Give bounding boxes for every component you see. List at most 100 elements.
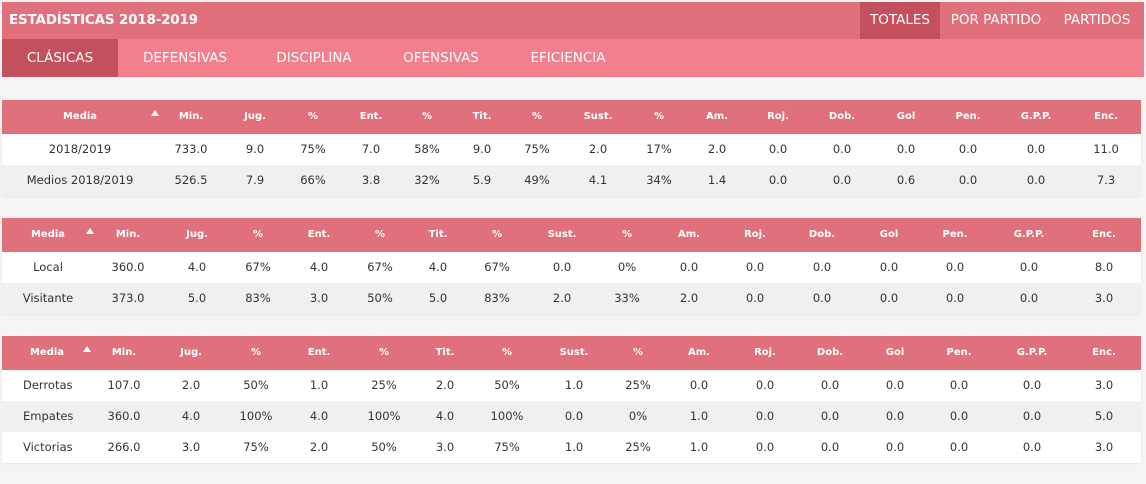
- column-header-gpp[interactable]: G.P.P.: [1013, 229, 1045, 240]
- table-row: 2018/2019 733.0 9.0 75% 7.0 58% 9.0 75% 2.0 17% 2.…: [2, 134, 1141, 165]
- column-header-pct-ent[interactable]: %: [421, 111, 433, 122]
- cell-min: 266.0: [107, 440, 141, 454]
- column-header-ent[interactable]: Ent.: [359, 111, 383, 122]
- cell-roj: 0.0: [755, 378, 775, 392]
- sort-ascending-icon[interactable]: [151, 110, 159, 116]
- cell-gol: 0.0: [885, 378, 905, 392]
- table-row: Visitante 373.0 5.0 83% 3.0 50% 5.0 83% 2.0 33% 2.…: [2, 283, 1141, 314]
- column-header-media[interactable]: Media: [29, 347, 65, 358]
- column-header-jug[interactable]: Jug.: [180, 347, 202, 358]
- cell-enc: 8.0: [1094, 260, 1114, 274]
- cell-am: 0.0: [689, 378, 709, 392]
- column-header-pct-ent[interactable]: %: [374, 229, 386, 240]
- column-header-pct-jug[interactable]: %: [252, 229, 264, 240]
- column-header-gpp[interactable]: G.P.P.: [1020, 111, 1052, 122]
- cell-enc: 7.3: [1096, 173, 1116, 187]
- column-header-pct-sust[interactable]: %: [632, 347, 644, 358]
- column-header-min[interactable]: Min.: [178, 111, 204, 122]
- column-header-sust[interactable]: Sust.: [547, 229, 577, 240]
- cell-min: 360.0: [111, 260, 145, 274]
- cell-sust: 2.0: [588, 142, 608, 156]
- row-label: Empates: [23, 409, 74, 423]
- column-header-pct-sust[interactable]: %: [653, 111, 665, 122]
- column-header-dob[interactable]: Dob.: [816, 347, 844, 358]
- column-header-pct-ent[interactable]: %: [378, 347, 390, 358]
- tab-totales[interactable]: TOTALES: [860, 2, 940, 39]
- tab-por-partido[interactable]: POR PARTIDO: [950, 12, 1042, 28]
- stats-table-results: Media Min. Jug.% Ent.% Tit.% Sust.% Am. Roj. Dob…: [2, 336, 1141, 463]
- column-header-min[interactable]: Min.: [111, 347, 137, 358]
- cell-pct-sust: 25%: [625, 440, 651, 454]
- sort-ascending-icon[interactable]: [86, 228, 94, 234]
- column-header-pct-tit[interactable]: %: [491, 229, 503, 240]
- cell-gpp: 0.0: [1019, 291, 1039, 305]
- column-header-ent[interactable]: Ent.: [307, 229, 331, 240]
- cell-pct-ent: 100%: [367, 409, 401, 423]
- cell-min: 733.0: [174, 142, 208, 156]
- cell-pen: 0.0: [958, 173, 978, 187]
- column-header-pen[interactable]: Pen.: [942, 229, 968, 240]
- cell-pct-sust: 34%: [646, 173, 672, 187]
- column-header-enc[interactable]: Enc.: [1094, 111, 1118, 122]
- cell-roj: 0.0: [768, 142, 788, 156]
- column-header-dob[interactable]: Dob.: [808, 229, 836, 240]
- cell-dob: 0.0: [820, 409, 840, 423]
- column-header-pen[interactable]: Pen.: [955, 111, 981, 122]
- column-header-enc[interactable]: Enc.: [1092, 229, 1116, 240]
- tab-clasicas[interactable]: CLÁSICAS: [2, 39, 118, 77]
- tab-eficiencia[interactable]: EFICIENCIA: [530, 50, 606, 66]
- column-header-min[interactable]: Min.: [115, 229, 141, 240]
- tab-ofensivas[interactable]: OFENSIVAS: [403, 50, 479, 66]
- column-header-pct-sust[interactable]: %: [621, 229, 633, 240]
- column-header-gol[interactable]: Gol: [879, 229, 899, 240]
- column-header-roj[interactable]: Roj.: [767, 111, 789, 122]
- column-header-pct-jug[interactable]: %: [307, 111, 319, 122]
- cell-ent: 1.0: [309, 378, 329, 392]
- cell-pct-jug: 75%: [300, 142, 326, 156]
- column-header-tit[interactable]: Tit.: [428, 229, 448, 240]
- cell-sust: 0.0: [564, 409, 584, 423]
- column-header-pen[interactable]: Pen.: [946, 347, 972, 358]
- table-row: Victorias 266.0 3.0 75% 2.0 50% 3.0 75% 1.0 25% 1.…: [2, 432, 1141, 463]
- cell-ent: 7.0: [361, 142, 381, 156]
- column-header-gol[interactable]: Gol: [885, 347, 905, 358]
- column-header-media[interactable]: Media: [30, 229, 66, 240]
- column-header-tit[interactable]: Tit.: [435, 347, 455, 358]
- cell-pct-ent: 50%: [367, 291, 393, 305]
- column-header-tit[interactable]: Tit.: [472, 111, 492, 122]
- column-header-gpp[interactable]: G.P.P.: [1016, 347, 1048, 358]
- column-header-ent[interactable]: Ent.: [307, 347, 331, 358]
- column-header-roj[interactable]: Roj.: [744, 229, 766, 240]
- column-header-sust[interactable]: Sust.: [559, 347, 589, 358]
- cell-am: 1.0: [689, 440, 709, 454]
- table-header: Media Min. Jug.% Ent.% Tit.% Sust.% Am. Roj. Dob…: [2, 100, 1141, 134]
- column-header-am[interactable]: Am.: [706, 111, 728, 122]
- cell-pct-ent: 50%: [371, 440, 397, 454]
- cell-tit: 4.0: [435, 409, 455, 423]
- cell-ent: 2.0: [309, 440, 329, 454]
- column-header-pct-tit[interactable]: %: [531, 111, 543, 122]
- cell-gpp: 0.0: [1022, 409, 1042, 423]
- column-header-jug[interactable]: Jug.: [244, 111, 266, 122]
- tab-disciplina[interactable]: DISCIPLINA: [276, 50, 352, 66]
- cell-sust: 1.0: [564, 378, 584, 392]
- tab-partidos[interactable]: PARTIDOS: [1063, 12, 1131, 28]
- cell-roj: 0.0: [768, 173, 788, 187]
- column-header-sust[interactable]: Sust.: [583, 111, 613, 122]
- column-header-roj[interactable]: Roj.: [754, 347, 776, 358]
- tab-defensivas[interactable]: DEFENSIVAS: [142, 50, 228, 66]
- column-header-am[interactable]: Am.: [678, 229, 700, 240]
- cell-gpp: 0.0: [1019, 260, 1039, 274]
- column-header-media[interactable]: Media: [62, 111, 98, 122]
- cell-gol: 0.6: [896, 173, 916, 187]
- column-header-dob[interactable]: Dob.: [828, 111, 856, 122]
- cell-sust: 1.0: [564, 440, 584, 454]
- column-header-am[interactable]: Am.: [688, 347, 710, 358]
- column-header-enc[interactable]: Enc.: [1092, 347, 1116, 358]
- cell-enc: 5.0: [1094, 409, 1114, 423]
- sort-ascending-icon[interactable]: [83, 346, 91, 352]
- column-header-jug[interactable]: Jug.: [186, 229, 208, 240]
- column-header-gol[interactable]: Gol: [896, 111, 916, 122]
- column-header-pct-tit[interactable]: %: [501, 347, 513, 358]
- column-header-pct-jug[interactable]: %: [250, 347, 262, 358]
